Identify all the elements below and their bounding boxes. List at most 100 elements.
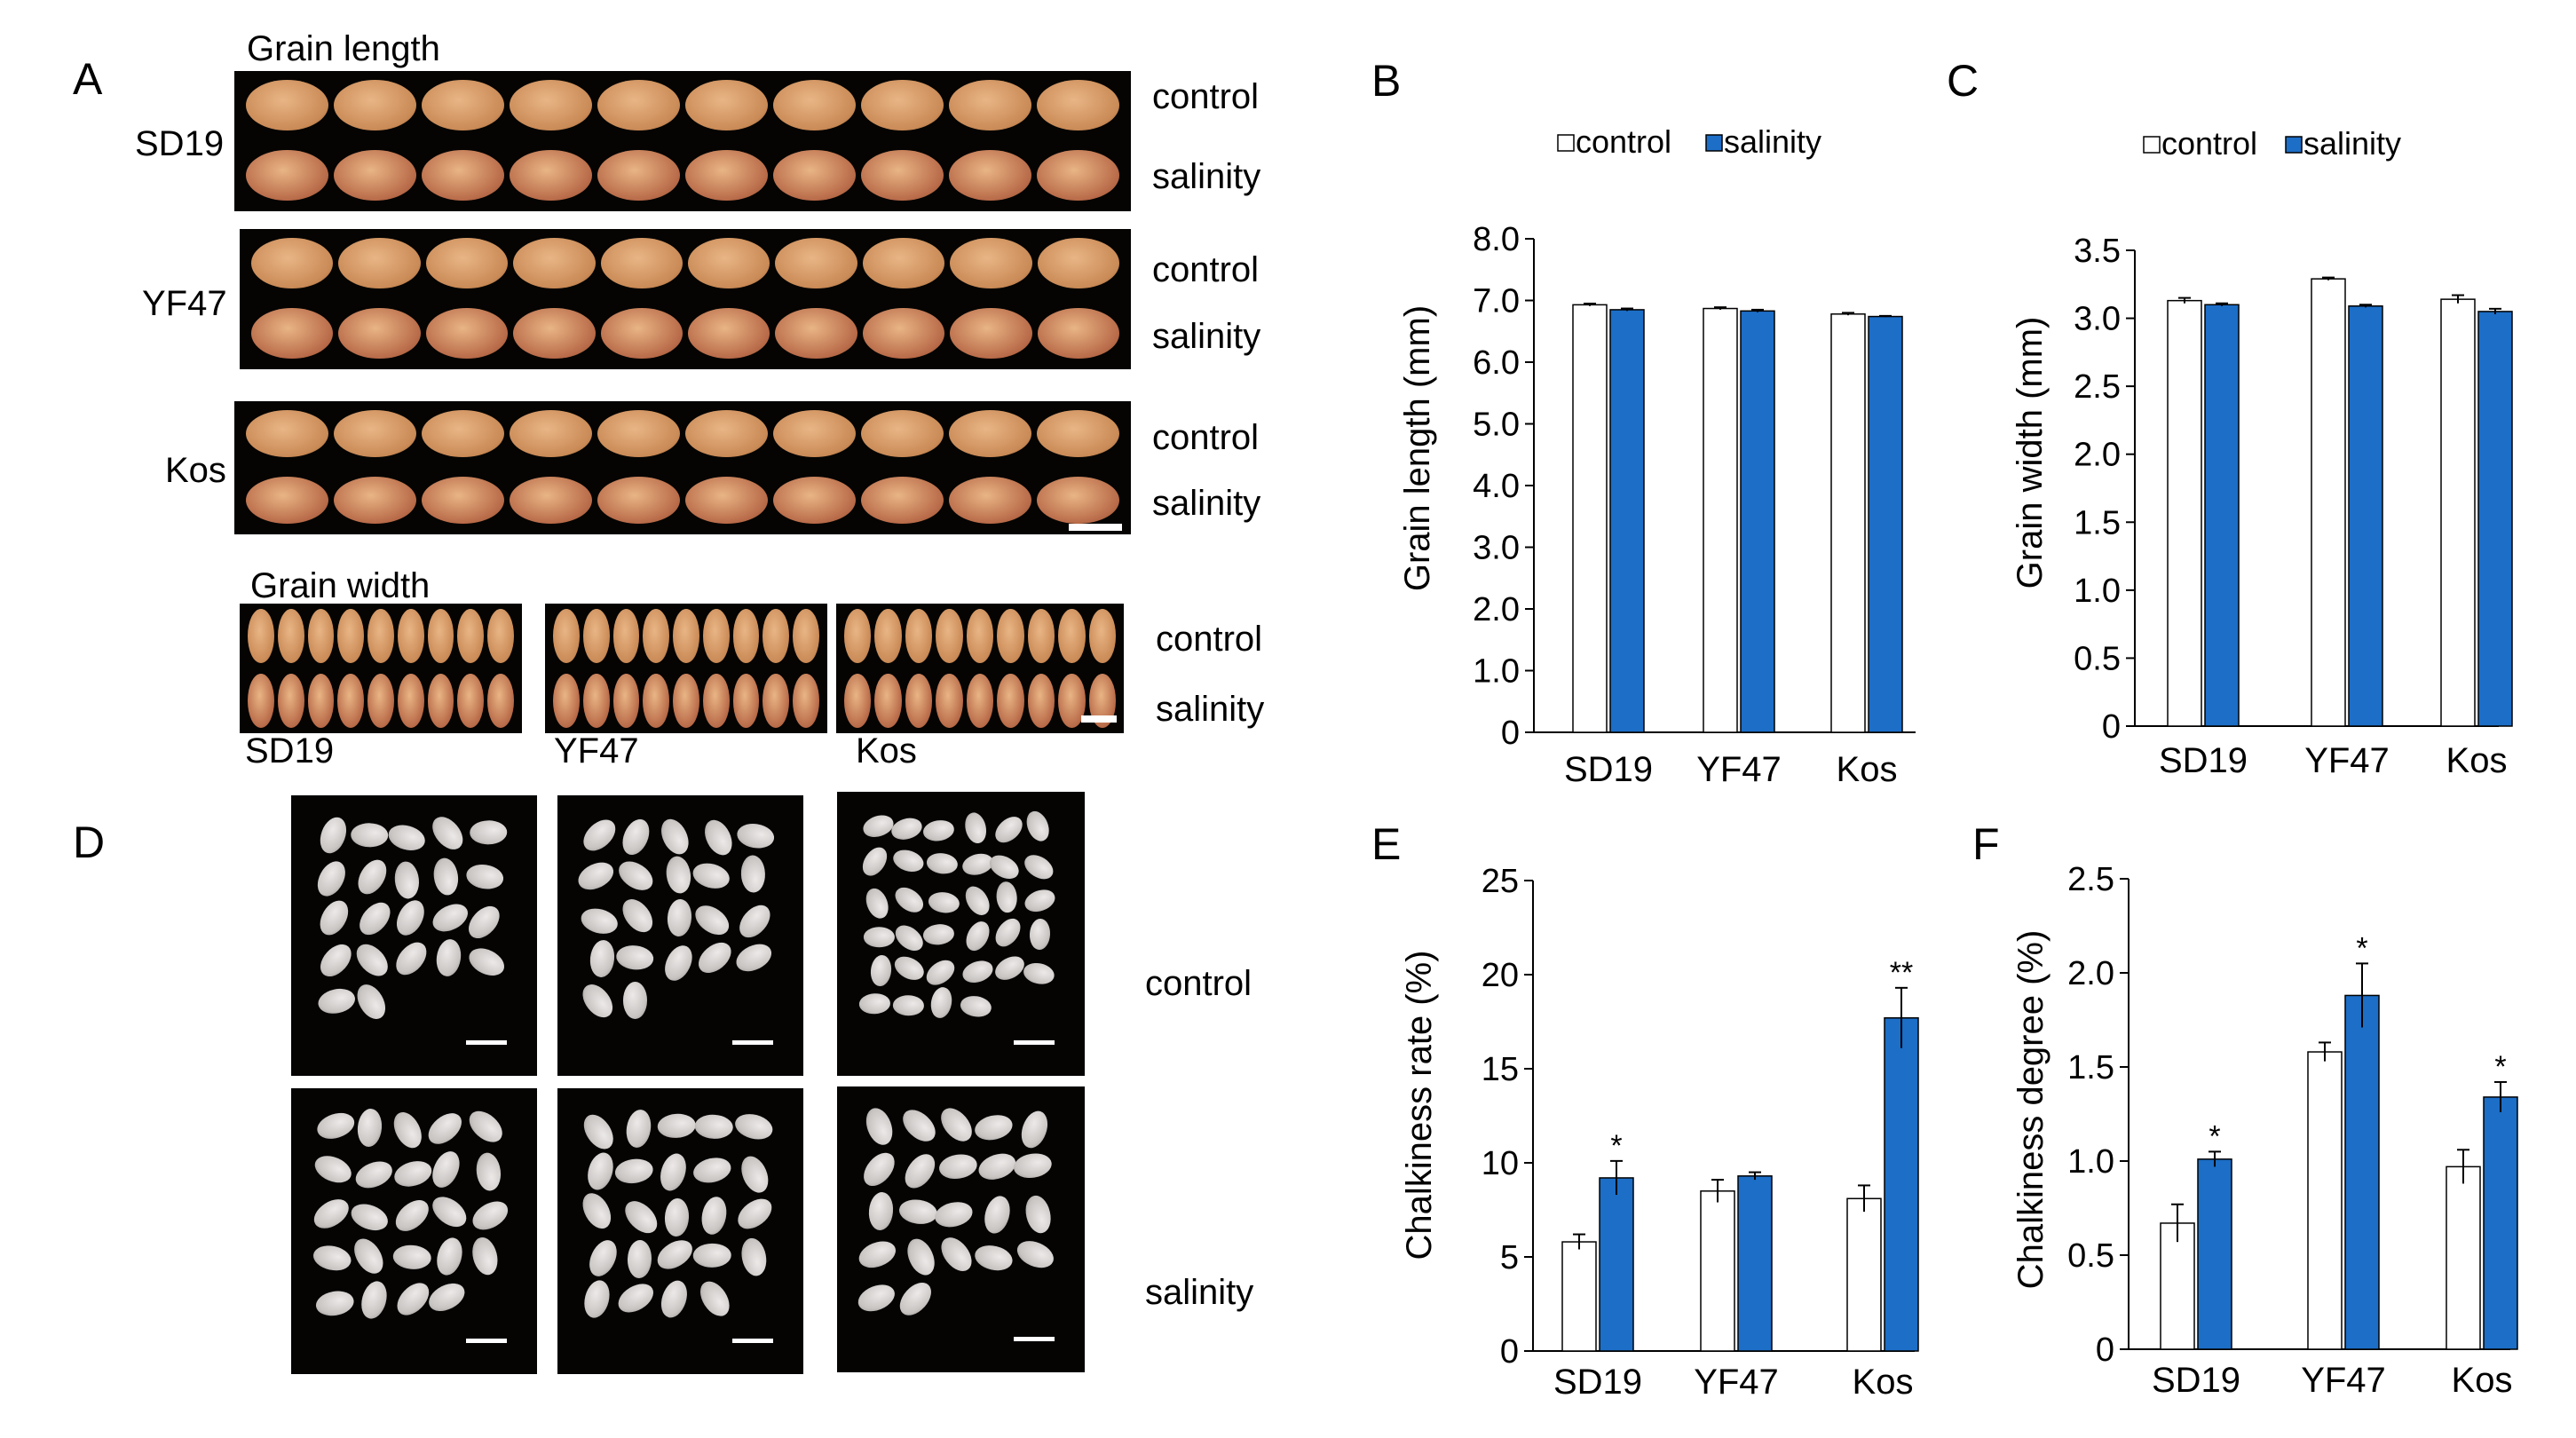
treatment-label: salinity [1152,317,1261,356]
rice-grain [597,150,680,201]
y-tick-label: 1.5 [2067,1049,2114,1086]
y-tick-label: 2.5 [2067,861,2114,898]
milled-rice-grain [980,1193,1015,1237]
milled-rice-grain [314,1108,359,1143]
milled-rice-grain [664,1197,691,1237]
rice-grain [861,80,944,130]
rice-grain [422,410,504,457]
scale-bar [1081,715,1117,723]
significance-mark: * [1610,1129,1622,1163]
rice-grain [487,609,514,663]
rice-grain [793,674,819,728]
milled-rice-grain [991,914,1026,952]
y-tick-label: 8.0 [1473,221,1520,258]
milled-rice-grain [1020,849,1058,884]
y-axis-label: Grain length (mm) [1398,305,1437,591]
milled-rice-grain [392,1244,432,1271]
legend-label: control [2161,125,2257,162]
bar-salinity [2348,305,2383,727]
milled-rice-grain [574,857,619,895]
panel-label-f: F [1972,819,2000,869]
milled-rice-grain [1012,1150,1055,1181]
milled-rice-grain [973,1111,1015,1144]
treatment-label: salinity [1145,1273,1254,1312]
x-tick-label: YF47 [1694,1363,1779,1402]
significance-mark: * [2494,1050,2506,1084]
rice-grain [487,674,514,728]
milled-rice-grain [351,938,394,982]
milled-rice-grain [921,818,956,843]
bar-salinity [2344,994,2380,1350]
milled-rice-grain [890,882,928,918]
rice-grain [793,609,819,663]
rice-grain [422,150,504,201]
milled-rice-grain [315,814,352,857]
rice-grain [337,674,365,728]
rice-grain [246,477,328,524]
rice-grain [1037,477,1119,524]
variety-label-sd19: SD19 [135,124,225,163]
milled-rice-grain [353,897,397,941]
milled-rice-grain [972,1241,1015,1274]
milled-rice-grain [464,943,509,982]
milled-rice-grain [474,1151,503,1193]
rice-grain [673,609,699,663]
rice-grain [597,80,680,130]
x-tick-label: YF47 [2301,1361,2386,1400]
milled-rice-grain [315,985,358,1017]
rice-grain [773,80,856,130]
scale-bar [466,1339,507,1343]
scale-bar [1014,1040,1055,1045]
milled-rice-grain [314,1288,356,1319]
milled-photo-yf47-control [557,795,803,1076]
grain-length-photo-kos [234,401,1131,534]
rice-grain [397,609,424,663]
rice-grain [597,410,680,457]
rice-grain [673,674,699,728]
rice-grain [997,609,1024,663]
rice-grain [685,80,768,130]
milled-rice-grain [1022,1193,1055,1237]
scale-bar [732,1040,773,1045]
y-tick-label: 1.0 [1473,653,1520,691]
y-tick-label: 0 [2102,708,2121,746]
y-tick-label: 3.0 [2074,301,2121,338]
milled-rice-grain [468,1235,502,1278]
rice-grain [844,674,872,728]
significance-mark: * [2356,931,2367,965]
y-tick-label: 3.5 [2074,233,2121,270]
rice-grain [874,674,902,728]
rice-grain [775,308,857,359]
milled-rice-grain [889,814,925,843]
scale-bar [466,1040,507,1045]
legend-swatch [2143,136,2161,154]
milled-rice-grain [390,936,433,981]
rice-grain [949,150,1031,201]
rice-grain [248,674,274,728]
bar-salinity [2197,1158,2232,1350]
milled-rice-grain [863,927,895,948]
y-tick-label: 2.0 [2067,955,2114,992]
x-tick-label: Kos [1837,750,1898,789]
rice-grain [510,477,592,524]
chart-chalkiness-rate: 0 5 10 15 20 25 Chalkiness rate (%) * SD19 YF47 **… [1400,863,1919,1402]
rice-grain [643,609,670,663]
milled-rice-grain [1028,917,1051,951]
treatment-label: salinity [1152,484,1261,523]
rice-grain [688,308,770,359]
milled-rice-grain [462,900,506,944]
scale-bar [732,1339,773,1343]
rice-grain [277,609,304,663]
rice-grain [949,477,1031,524]
milled-rice-grain [624,1108,654,1150]
bar-control [1703,307,1738,733]
rice-grain [510,410,592,457]
rice-grain [612,609,640,663]
panel-label-e: E [1371,819,1402,869]
rice-grain [702,674,730,728]
milled-rice-grain [309,1193,354,1234]
treatment-label: control [1152,77,1260,116]
milled-rice-grain [652,1234,698,1276]
milled-rice-grain [735,821,776,851]
rice-grain [246,410,328,457]
